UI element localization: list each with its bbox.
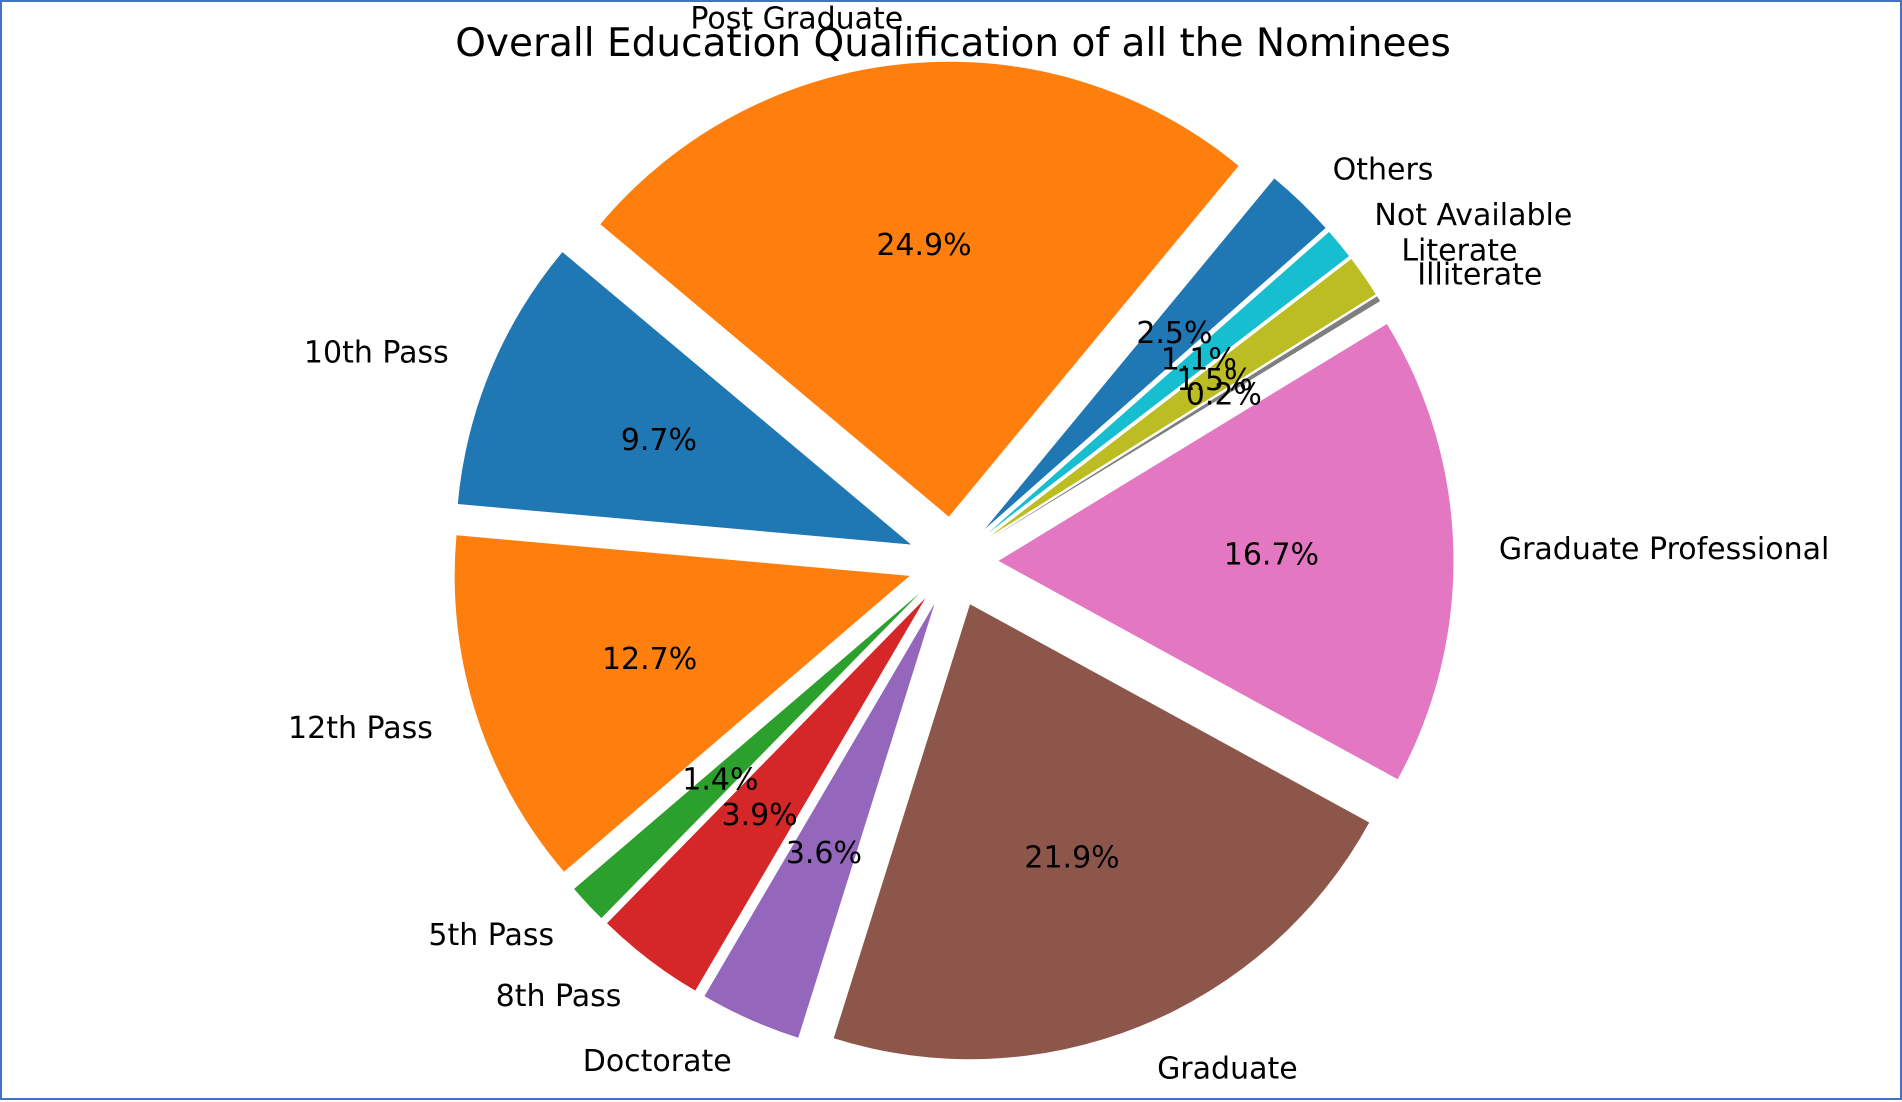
pie-slice-12th-pass [454,535,910,872]
pct-label-graduate-professional: 16.7% [1224,537,1319,572]
pie-slice-not-available [988,231,1350,534]
pct-label-post-graduate: 24.9% [876,228,971,263]
slice-label-graduate-professional: Graduate Professional [1499,532,1829,567]
pie-slice-10th-pass [457,252,911,545]
slice-label-doctorate: Doctorate [583,1044,732,1079]
slice-label-graduate: Graduate [1157,1051,1298,1086]
pct-label-12th-pass: 12.7% [602,642,697,677]
pie-slice-graduate-professional [998,323,1454,780]
slice-label-5th-pass: 5th Pass [428,918,554,953]
pie-slice-literate [990,259,1376,537]
slice-label-not-available: Not Available [1374,198,1572,233]
pct-label-literate: 1.5% [1176,363,1252,398]
pie-slice-others [984,178,1326,530]
slice-label-8th-pass: 8th Pass [496,979,622,1014]
slice-label-illiterate: Illiterate [1417,258,1542,293]
pie-slice-post-graduate [600,61,1239,517]
slice-label-others: Others [1333,153,1434,188]
pie-slice-5th-pass [574,593,920,919]
pie-slice-8th-pass [606,598,926,991]
pct-label-5th-pass: 1.4% [682,763,758,798]
pct-label-not-available: 1.1% [1161,342,1237,377]
pie-labels: 10th Pass 9.7% 12th Pass 12.7% 5th Pass 1.4% 8… [288,2,1829,1086]
pie-slice-doctorate [704,603,935,1038]
slice-label-literate: Literate [1401,233,1517,268]
pie-slice-graduate [833,604,1370,1060]
pie-slice-illiterate [991,296,1381,539]
pie-slices [454,61,1454,1060]
pct-label-graduate: 21.9% [1024,840,1119,875]
slice-label-12th-pass: 12th Pass [288,711,433,746]
slice-label-post-graduate: Post Graduate [690,2,903,36]
pct-label-others: 2.5% [1136,316,1212,351]
pct-label-8th-pass: 3.9% [721,798,797,833]
pct-label-doctorate: 3.6% [786,836,862,871]
slice-label-10th-pass: 10th Pass [304,336,449,371]
pct-label-10th-pass: 9.7% [621,423,697,458]
pct-label-illiterate: 0.2% [1186,377,1262,412]
chart-title: Overall Education Qualification of all t… [455,21,1451,66]
